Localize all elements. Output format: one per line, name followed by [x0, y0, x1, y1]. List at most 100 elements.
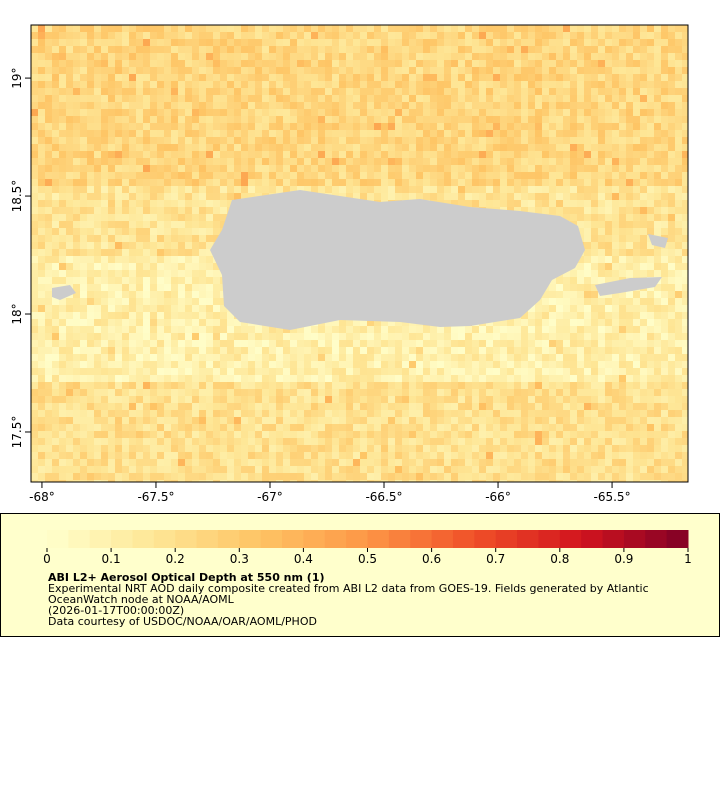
aod-cell [255, 67, 262, 74]
aod-cell [192, 32, 199, 39]
aod-cell [199, 368, 206, 375]
aod-cell [514, 53, 521, 60]
aod-cell [38, 109, 45, 116]
aod-cell [584, 389, 591, 396]
aod-cell [367, 354, 374, 361]
aod-cell [248, 368, 255, 375]
aod-cell [206, 46, 213, 53]
aod-cell [94, 249, 101, 256]
aod-cell [612, 25, 619, 32]
aod-cell [45, 361, 52, 368]
aod-cell [325, 340, 332, 347]
aod-cell [570, 389, 577, 396]
aod-cell [199, 249, 206, 256]
aod-cell [290, 179, 297, 186]
aod-cell [591, 67, 598, 74]
aod-cell [388, 88, 395, 95]
aod-cell [325, 172, 332, 179]
aod-cell [192, 368, 199, 375]
aod-cell [437, 130, 444, 137]
aod-cell [185, 389, 192, 396]
aod-cell [199, 270, 206, 277]
aod-cell [220, 32, 227, 39]
aod-cell [164, 242, 171, 249]
aod-cell [626, 123, 633, 130]
aod-cell [465, 116, 472, 123]
aod-cell [549, 144, 556, 151]
aod-cell [248, 123, 255, 130]
aod-cell [612, 326, 619, 333]
aod-cell [311, 361, 318, 368]
aod-cell [31, 333, 38, 340]
aod-cell [661, 389, 668, 396]
aod-cell [311, 116, 318, 123]
aod-cell [213, 291, 220, 298]
aod-cell [45, 46, 52, 53]
aod-cell [682, 109, 688, 116]
aod-cell [171, 249, 178, 256]
aod-cell [591, 361, 598, 368]
aod-cell [577, 165, 584, 172]
aod-cell [479, 67, 486, 74]
aod-cell [353, 172, 360, 179]
aod-cell [570, 382, 577, 389]
aod-cell [339, 340, 346, 347]
aod-cell [178, 249, 185, 256]
aod-cell [171, 347, 178, 354]
aod-cell [451, 109, 458, 116]
aod-cell [178, 200, 185, 207]
aod-cell [612, 179, 619, 186]
aod-cell [122, 270, 129, 277]
aod-cell [129, 277, 136, 284]
aod-cell [535, 60, 542, 67]
aod-cell [647, 375, 654, 382]
aod-cell [493, 60, 500, 67]
aod-cell [80, 347, 87, 354]
aod-cell [493, 158, 500, 165]
aod-cell [640, 109, 647, 116]
aod-cell [612, 186, 619, 193]
aod-cell [444, 368, 451, 375]
aod-cell [136, 74, 143, 81]
aod-cell [199, 144, 206, 151]
aod-cell [430, 130, 437, 137]
aod-cell [87, 277, 94, 284]
aod-cell [528, 137, 535, 144]
aod-cell [73, 382, 80, 389]
aod-cell [94, 116, 101, 123]
aod-cell [549, 186, 556, 193]
aod-cell [283, 32, 290, 39]
aod-cell [87, 270, 94, 277]
aod-cell [563, 319, 570, 326]
aod-cell [409, 74, 416, 81]
aod-cell [346, 158, 353, 165]
aod-cell [570, 368, 577, 375]
aod-cell [598, 193, 605, 200]
aod-cell [549, 193, 556, 200]
aod-cell [290, 375, 297, 382]
aod-cell [185, 123, 192, 130]
aod-cell [374, 319, 381, 326]
aod-cell [388, 95, 395, 102]
aod-cell [584, 235, 591, 242]
aod-cell [346, 116, 353, 123]
aod-cell [584, 291, 591, 298]
aod-cell [269, 102, 276, 109]
aod-cell [80, 179, 87, 186]
aod-cell [157, 375, 164, 382]
aod-cell [367, 158, 374, 165]
aod-cell [234, 158, 241, 165]
aod-cell [633, 375, 640, 382]
aod-cell [73, 270, 80, 277]
aod-cell [346, 354, 353, 361]
aod-cell [290, 67, 297, 74]
aod-cell [178, 137, 185, 144]
aod-cell [661, 221, 668, 228]
aod-cell [605, 144, 612, 151]
aod-cell [262, 368, 269, 375]
aod-cell [192, 270, 199, 277]
aod-cell [45, 102, 52, 109]
aod-cell [353, 95, 360, 102]
aod-cell [528, 326, 535, 333]
aod-cell [668, 74, 675, 81]
